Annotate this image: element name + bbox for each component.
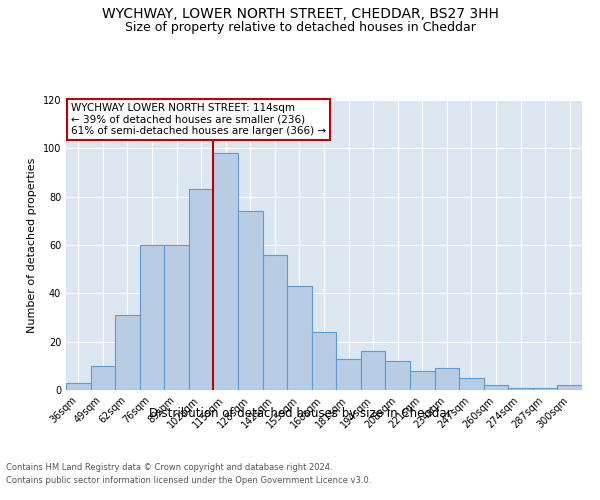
Bar <box>164 245 189 390</box>
Bar <box>484 385 508 390</box>
Bar <box>287 286 312 390</box>
Text: Size of property relative to detached houses in Cheddar: Size of property relative to detached ho… <box>125 21 475 34</box>
Text: WYCHWAY, LOWER NORTH STREET, CHEDDAR, BS27 3HH: WYCHWAY, LOWER NORTH STREET, CHEDDAR, BS… <box>101 8 499 22</box>
Bar <box>361 352 385 390</box>
Text: Contains public sector information licensed under the Open Government Licence v3: Contains public sector information licen… <box>6 476 371 485</box>
Bar <box>434 368 459 390</box>
Bar <box>66 383 91 390</box>
Bar <box>140 245 164 390</box>
Bar <box>557 385 582 390</box>
Bar <box>410 370 434 390</box>
Bar <box>263 254 287 390</box>
Bar <box>385 361 410 390</box>
Bar <box>459 378 484 390</box>
Bar <box>508 388 533 390</box>
Y-axis label: Number of detached properties: Number of detached properties <box>27 158 37 332</box>
Text: Contains HM Land Registry data © Crown copyright and database right 2024.: Contains HM Land Registry data © Crown c… <box>6 462 332 471</box>
Bar <box>312 332 336 390</box>
Text: Distribution of detached houses by size in Cheddar: Distribution of detached houses by size … <box>149 408 451 420</box>
Bar <box>189 190 214 390</box>
Bar <box>336 358 361 390</box>
Bar <box>214 153 238 390</box>
Bar <box>533 388 557 390</box>
Bar <box>91 366 115 390</box>
Bar <box>238 211 263 390</box>
Bar <box>115 315 140 390</box>
Text: WYCHWAY LOWER NORTH STREET: 114sqm
← 39% of detached houses are smaller (236)
61: WYCHWAY LOWER NORTH STREET: 114sqm ← 39%… <box>71 103 326 136</box>
